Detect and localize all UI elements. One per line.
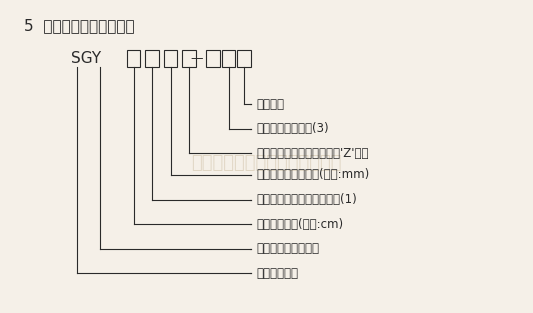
Text: 箱门型式代号，见(3): 箱门型式代号，见(3) [256, 122, 328, 135]
Text: 箱体厚度尺寸(单位:cm): 箱体厚度尺寸(单位:cm) [256, 218, 343, 231]
Text: 厂家标识: 厂家标识 [256, 98, 284, 111]
Text: 箱内配置应急照明灯: 箱内配置应急照明灯 [256, 242, 319, 255]
Text: 5  消火栓箱型号表示方法: 5 消火栓箱型号表示方法 [24, 18, 134, 33]
Text: 箱体长、短边尺寸代号，见(1): 箱体长、短边尺寸代号，见(1) [256, 193, 357, 206]
Text: 室内消火栓公称通径(单位:mm): 室内消火栓公称通径(单位:mm) [256, 168, 369, 182]
Text: SGY: SGY [71, 51, 101, 66]
Text: 室内消火栓箱: 室内消火栓箱 [256, 267, 298, 280]
Text: 江苏祥和消防器材股份有限公司: 江苏祥和消防器材股份有限公司 [191, 154, 342, 172]
Text: 配置消防软管卷盘代号，用'Z'表示: 配置消防软管卷盘代号，用'Z'表示 [256, 147, 368, 160]
Text: —: — [190, 52, 203, 64]
